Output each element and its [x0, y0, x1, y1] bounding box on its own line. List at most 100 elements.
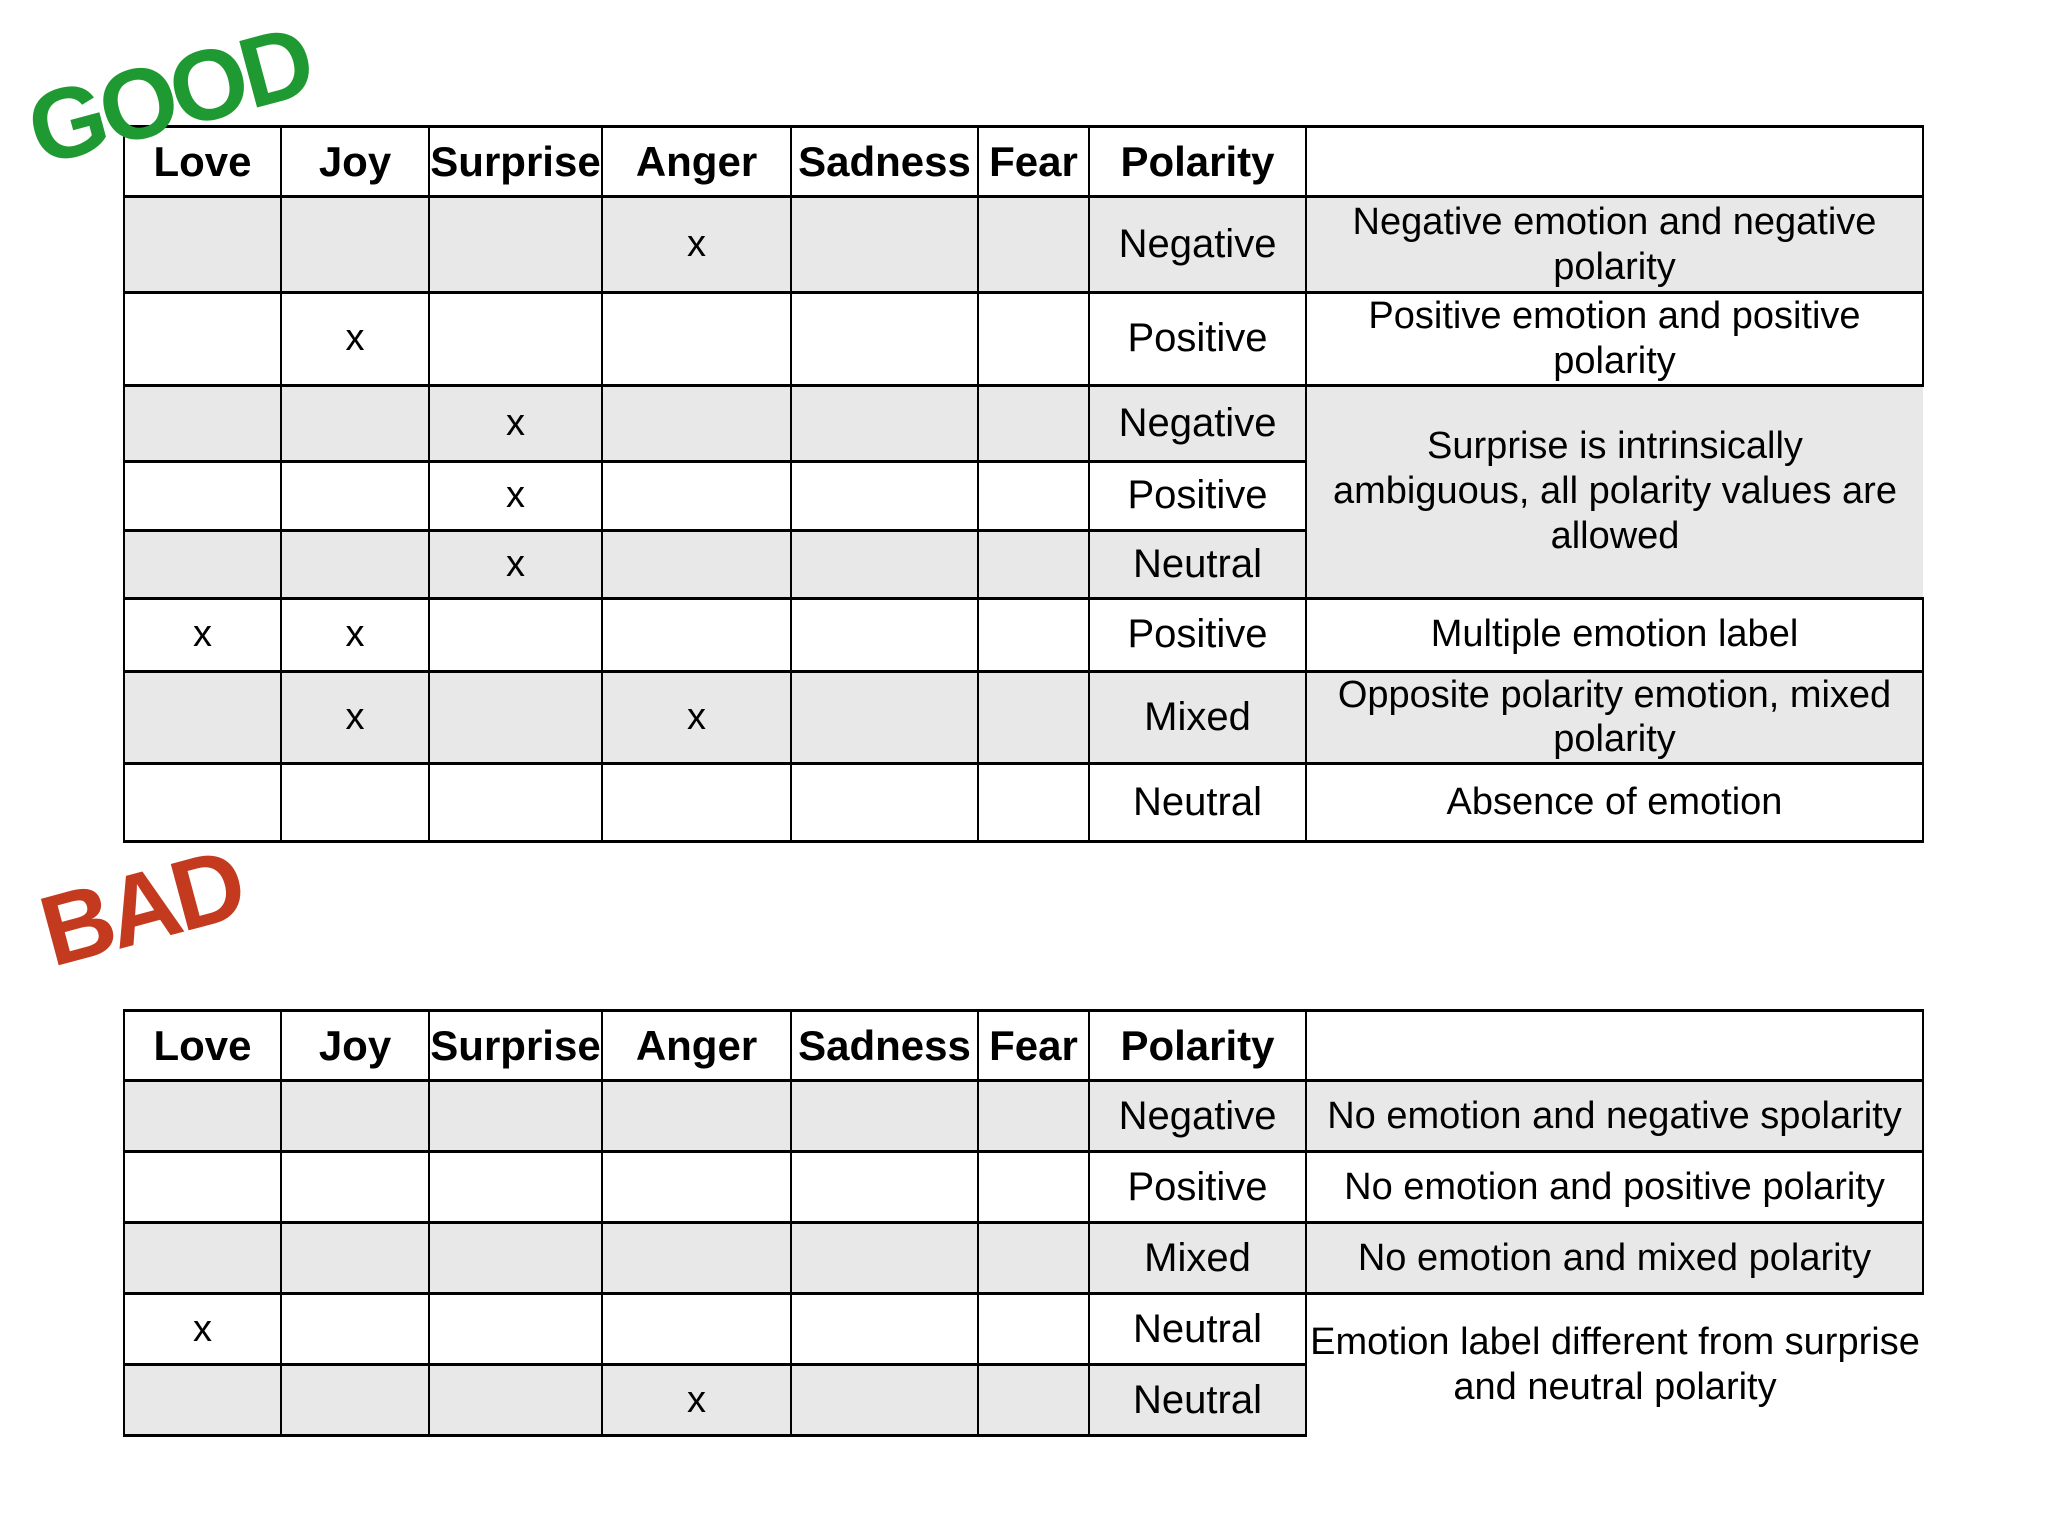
polarity-value: Negative [1088, 383, 1307, 463]
emotion-mark-joy [280, 459, 430, 532]
description-text: Opposite polarity emotion, mixed polarit… [1337, 673, 1892, 761]
description-cell: No emotion and mixed polarity [1305, 1221, 1924, 1295]
emotion-mark-anger [601, 528, 792, 600]
column-header-polarity: Polarity [1088, 125, 1307, 198]
emotion-mark-surprise [428, 291, 603, 387]
emotion-mark-anger [601, 459, 792, 532]
emotion-mark-fear [977, 762, 1090, 844]
emotion-mark-fear [977, 459, 1090, 532]
column-header-surprise: Surprise [428, 1009, 603, 1082]
emotion-mark-sadness [790, 459, 979, 532]
good-emotion-polarity-table: Love Joy Surprise Anger Sadness Fear Polarity x… [123, 125, 1924, 844]
emotion-mark-love [123, 459, 282, 532]
emotion-mark-joy [280, 1079, 430, 1153]
polarity-value: Negative [1088, 1079, 1307, 1153]
emotion-mark-joy [280, 1363, 430, 1437]
emotion-mark-fear [977, 669, 1090, 766]
emotion-mark-surprise: x [428, 459, 603, 532]
description-cell: Emotion label different from surprise an… [1305, 1292, 1923, 1436]
emotion-mark-sadness [790, 528, 979, 600]
emotion-mark-fear [977, 1221, 1090, 1295]
column-header-polarity: Polarity [1088, 1009, 1307, 1082]
polarity-value: Positive [1088, 1150, 1307, 1224]
emotion-mark-sadness [790, 1221, 979, 1295]
emotion-mark-anger: x [601, 1363, 792, 1437]
column-header-joy: Joy [280, 125, 430, 198]
emotion-mark-sadness [790, 596, 979, 673]
emotion-mark-fear [977, 291, 1090, 387]
emotion-mark-love [123, 1363, 282, 1437]
polarity-value: Neutral [1088, 1292, 1307, 1366]
emotion-mark-surprise: x [428, 383, 603, 463]
table-row: x Neutral [123, 1363, 1923, 1437]
polarity-value: Mixed [1088, 1221, 1307, 1295]
emotion-mark-surprise [428, 1363, 603, 1437]
column-header-anger: Anger [601, 1009, 792, 1082]
emotion-mark-surprise [428, 669, 603, 766]
emotion-mark-love [123, 291, 282, 387]
emotion-mark-joy: x [280, 291, 430, 387]
table-row: x Neutral [123, 528, 1923, 600]
emotion-mark-surprise [428, 596, 603, 673]
table-row: Positive No emotion and positive polarity [123, 1150, 1924, 1224]
emotion-mark-love [123, 669, 282, 766]
emotion-mark-anger: x [601, 669, 792, 766]
description-text: No emotion and positive polarity [1344, 1165, 1885, 1208]
description-cell: Absence of emotion [1305, 762, 1924, 844]
description-cell: Surprise is intrinsically ambiguous, all… [1305, 383, 1923, 600]
polarity-value: Neutral [1088, 1363, 1307, 1437]
table-row: x Neutral Emotion label different from sur… [123, 1292, 1923, 1436]
description-cell: No emotion and positive polarity [1305, 1150, 1924, 1224]
description-text: Negative emotion and negative polarity [1352, 200, 1877, 288]
column-header-anger: Anger [601, 125, 792, 198]
emotion-mark-fear [977, 1079, 1090, 1153]
polarity-value: Neutral [1088, 528, 1307, 600]
emotion-mark-surprise: x [428, 528, 603, 600]
emotion-mark-anger [601, 1292, 792, 1366]
description-text: No emotion and negative spolarity [1327, 1094, 1902, 1137]
table-row: Mixed No emotion and mixed polarity [123, 1221, 1924, 1295]
column-header-description [1305, 1009, 1924, 1082]
table-row: x Negative Negative emotion and negative p… [123, 195, 1924, 294]
emotion-mark-sadness [790, 1150, 979, 1224]
emotion-mark-love: x [123, 596, 282, 673]
table-row: Negative No emotion and negative spolarit… [123, 1079, 1924, 1153]
description-text: Emotion label different from surprise an… [1310, 1321, 1920, 1409]
column-header-fear: Fear [977, 1009, 1090, 1082]
emotion-mark-sadness [790, 1292, 979, 1366]
emotion-mark-sadness [790, 383, 979, 463]
description-cell: Multiple emotion label [1305, 596, 1924, 673]
table-row: x Positive [123, 459, 1923, 532]
description-text: Surprise is intrinsically ambiguous, all… [1333, 425, 1897, 558]
emotion-mark-surprise [428, 1221, 603, 1295]
emotion-mark-surprise [428, 195, 603, 294]
emotion-mark-love [123, 383, 282, 463]
table-row: x Negative Surprise is intrinsically ambig… [123, 383, 1923, 600]
table-row: Neutral Absence of emotion [123, 762, 1924, 844]
emotion-mark-joy: x [280, 669, 430, 766]
column-header-fear: Fear [977, 125, 1090, 198]
emotion-mark-anger [601, 291, 792, 387]
emotion-mark-joy [280, 1292, 430, 1366]
emotion-mark-love [123, 528, 282, 600]
emotion-mark-sadness [790, 1079, 979, 1153]
emotion-mark-anger [601, 1150, 792, 1224]
bad-emotion-polarity-table: Love Joy Surprise Anger Sadness Fear Polarity N… [123, 1009, 1924, 1437]
emotion-mark-joy [280, 1221, 430, 1295]
emotion-mark-surprise [428, 1079, 603, 1153]
column-header-sadness: Sadness [790, 1009, 979, 1082]
description-text: Absence of emotion [1446, 781, 1783, 824]
emotion-mark-sadness [790, 291, 979, 387]
polarity-value: Neutral [1088, 762, 1307, 844]
emotion-mark-fear [977, 195, 1090, 294]
column-header-love: Love [123, 125, 282, 198]
description-cell: No emotion and negative spolarity [1305, 1079, 1924, 1153]
polarity-value: Negative [1088, 195, 1307, 294]
polarity-value: Positive [1088, 596, 1307, 673]
emotion-mark-surprise [428, 1292, 603, 1366]
emotion-mark-love [123, 1079, 282, 1153]
emotion-mark-joy [280, 762, 430, 844]
emotion-mark-fear [977, 528, 1090, 600]
emotion-mark-love [123, 1221, 282, 1295]
